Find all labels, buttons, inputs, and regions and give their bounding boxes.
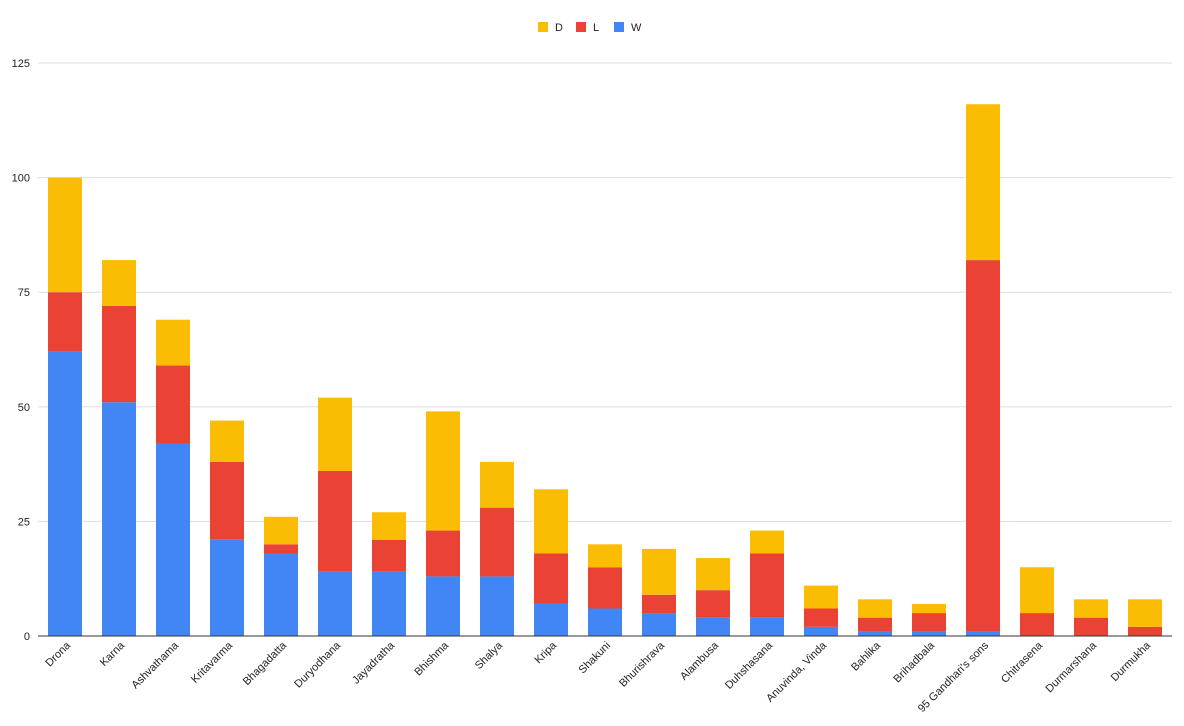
bar-l-bhishma [426, 530, 460, 577]
x-tick-label: Bhagadatta [241, 639, 290, 688]
bar-l-karna [102, 305, 136, 403]
gridlines [38, 62, 1172, 522]
bar-w-bhagadatta [264, 553, 298, 636]
bar-l-durmukha [1128, 626, 1162, 636]
bar-w-duhshasana [750, 617, 784, 636]
x-tick-label: Karna [98, 639, 128, 669]
x-tick-label: Shakuni [577, 640, 614, 677]
x-tick-label: Kritavarma [189, 639, 236, 686]
bar-w-bhurishrava [642, 613, 676, 636]
y-tick-label: 75 [18, 287, 30, 299]
x-tick-label: Duhshasana [723, 639, 776, 692]
bar-d-alambusa [696, 558, 730, 591]
bar-w-brihadbala [912, 631, 946, 636]
x-tick-label: Durmarshana [1044, 639, 1100, 695]
legend-swatch [614, 22, 624, 32]
bar-d-duryodhana [318, 397, 352, 471]
x-tick-label: Duryodhana [292, 639, 343, 690]
bar-d-karna [102, 260, 136, 306]
bar-d-drona [48, 177, 82, 293]
bar-d-duhshasana [750, 530, 784, 554]
bar-l-alambusa [696, 590, 730, 618]
bar-w-95-gandhari-s-sons [966, 631, 1000, 636]
bar-d-durmarshana [1074, 599, 1108, 618]
bar-w-jayadratha [372, 571, 406, 636]
legend-swatch [538, 22, 548, 32]
y-tick-label: 0 [24, 631, 30, 643]
bar-d-durmukha [1128, 599, 1162, 627]
x-tick-label: Alambusa [678, 639, 722, 683]
x-tick-label: Shalya [473, 639, 506, 672]
bar-d-kritavarma [210, 420, 244, 462]
bar-d-bhishma [426, 411, 460, 531]
legend-item-l: L [576, 22, 599, 34]
bars [48, 104, 1162, 636]
bar-w-duryodhana [318, 571, 352, 636]
bar-l-brihadbala [912, 613, 946, 632]
x-tick-label: Drona [43, 639, 73, 669]
bar-d-bhagadatta [264, 516, 298, 545]
bar-w-kripa [534, 603, 568, 636]
legend-item-w: W [614, 22, 642, 34]
legend-swatch [576, 22, 586, 32]
bar-l-duhshasana [750, 553, 784, 618]
bar-d-shalya [480, 461, 514, 508]
bar-w-kritavarma [210, 539, 244, 636]
x-tick-label: Bhurishrava [617, 639, 668, 690]
bar-d-chitrasena [1020, 567, 1054, 614]
bar-l-bhagadatta [264, 544, 298, 554]
bar-w-bahlika [858, 631, 892, 636]
x-tick-label: Kripa [532, 639, 559, 666]
bar-l-bhurishrava [642, 594, 676, 614]
legend-label: W [631, 22, 642, 34]
bar-w-karna [102, 402, 136, 636]
bar-l-95-gandhari-s-sons [966, 260, 1000, 632]
bar-l-drona [48, 292, 82, 352]
bar-d-jayadratha [372, 512, 406, 540]
bar-l-shakuni [588, 567, 622, 609]
bar-d-brihadbala [912, 603, 946, 614]
x-tick-label: Brihadbala [891, 639, 937, 685]
bar-l-bahlika [858, 617, 892, 632]
x-tick-label: Chitrasena [999, 639, 1046, 686]
bar-l-kripa [534, 553, 568, 604]
bar-l-kritavarma [210, 461, 244, 540]
legend-label: L [593, 22, 599, 34]
bar-l-shalya [480, 507, 514, 577]
bar-d-bahlika [858, 599, 892, 618]
legend-label: D [555, 22, 563, 34]
bar-l-anuvinda-vinda [804, 608, 838, 627]
bar-d-anuvinda-vinda [804, 585, 838, 609]
bar-l-durmarshana [1074, 617, 1108, 636]
y-tick-label: 25 [18, 516, 30, 528]
x-tick-label: Bahlika [849, 639, 884, 674]
x-tick-label: Ashvathama [129, 639, 181, 691]
x-tick-label: Bhishma [412, 639, 451, 678]
x-tick-label: Jayadratha [350, 639, 398, 687]
y-tick-label: 50 [18, 402, 30, 414]
bar-w-shakuni [588, 608, 622, 636]
bar-d-kripa [534, 489, 568, 554]
bar-w-shalya [480, 576, 514, 636]
bar-d-ashvathama [156, 319, 190, 366]
bar-l-ashvathama [156, 365, 190, 444]
bar-w-alambusa [696, 617, 730, 636]
bar-d-95-gandhari-s-sons [966, 104, 1000, 261]
bar-l-jayadratha [372, 539, 406, 572]
bar-w-bhishma [426, 576, 460, 636]
x-tick-label: Durmukha [1109, 639, 1154, 684]
bar-d-shakuni [588, 544, 622, 568]
bar-l-chitrasena [1020, 613, 1054, 636]
bar-l-duryodhana [318, 470, 352, 572]
bar-w-anuvinda-vinda [804, 626, 838, 636]
y-tick-label: 100 [12, 173, 30, 185]
bar-w-ashvathama [156, 443, 190, 636]
y-tick-label: 125 [12, 58, 30, 70]
bar-d-bhurishrava [642, 548, 676, 595]
legend-item-d: D [538, 22, 563, 34]
bar-w-drona [48, 351, 82, 636]
